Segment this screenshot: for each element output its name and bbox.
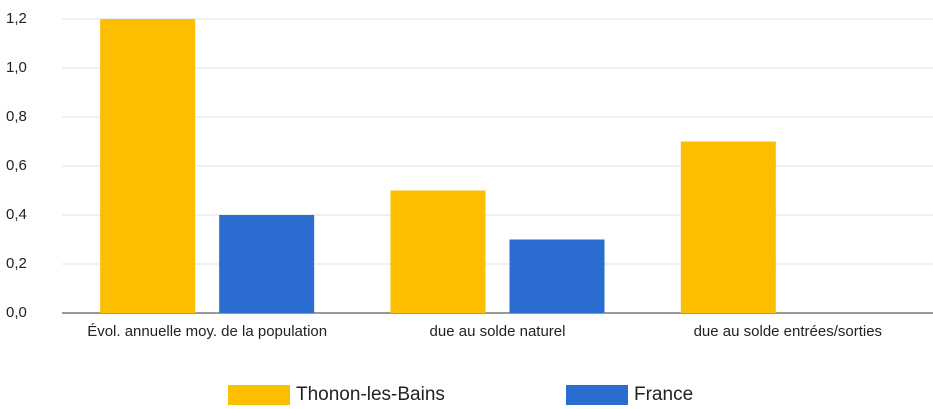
bar [509,239,605,313]
legend-swatch [228,385,290,405]
y-tick-label: 0,8 [6,108,27,125]
bar [390,190,486,313]
y-tick-label: 0,4 [6,206,27,223]
bar [219,215,315,313]
y-tick-label: 1,2 [6,10,27,27]
legend-label: Thonon-les-Bains [296,384,445,405]
legend-swatch [566,385,628,405]
x-tick-label: Évol. annuelle moy. de la population [87,323,328,340]
y-tick-label: 0,6 [6,157,27,174]
bar [680,141,776,313]
y-tick-label: 1,0 [6,59,27,76]
y-tick-label: 0,2 [6,255,27,272]
legend-label: France [634,384,694,405]
bar [100,19,196,313]
x-tick-label: due au solde naturel [429,323,566,340]
y-tick-label: 0,0 [6,304,27,321]
x-tick-label: due au solde entrées/sorties [693,323,883,340]
